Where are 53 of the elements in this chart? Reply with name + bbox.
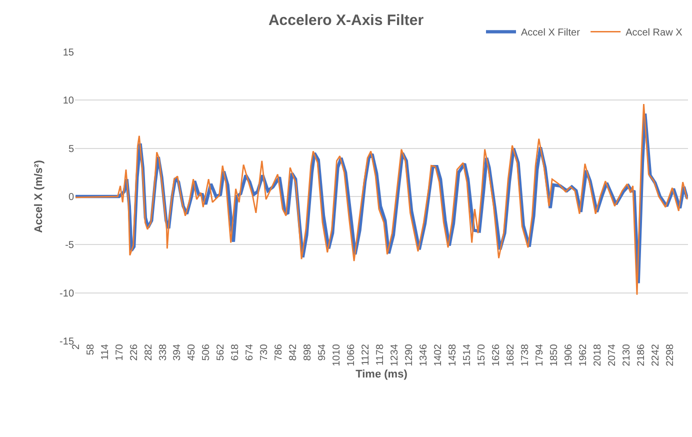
- x-tick-label: 1962: [578, 344, 590, 366]
- legend-label: Accel X Filter: [521, 28, 581, 39]
- x-tick-label: 1738: [520, 344, 532, 366]
- y-tick-label: 5: [68, 144, 74, 155]
- x-tick-label: 2242: [650, 344, 662, 366]
- x-tick-label: 1402: [433, 344, 444, 366]
- y-tick-label: 10: [62, 96, 74, 107]
- x-tick-label: 450: [186, 344, 198, 361]
- y-tick-label: -5: [65, 240, 74, 252]
- x-tick-label: 58: [85, 344, 96, 356]
- y-tick-label: -10: [60, 288, 74, 300]
- x-tick-label: 1066: [346, 344, 358, 366]
- x-tick-label: 1178: [375, 344, 386, 366]
- legend-label: Accel Raw X: [626, 28, 683, 39]
- x-tick-label: 1794: [534, 344, 546, 366]
- x-tick-label: 730: [259, 344, 270, 361]
- x-tick-label: 2130: [622, 344, 633, 366]
- x-tick-label: 2074: [607, 344, 618, 366]
- y-tick-label: 0: [68, 192, 74, 203]
- x-tick-label: 170: [114, 344, 126, 361]
- x-tick-label: 338: [158, 344, 169, 361]
- x-axis-title: Time (ms): [356, 368, 408, 380]
- x-tick-label: 2186: [636, 344, 648, 366]
- x-tick-label: 394: [172, 344, 184, 361]
- x-tick-label: 1010: [332, 344, 343, 366]
- x-tick-label: 786: [274, 344, 285, 361]
- x-tick-label: 1570: [476, 344, 488, 366]
- x-tick-label: 1850: [549, 344, 560, 366]
- x-tick-label: 618: [230, 344, 242, 361]
- x-tick-label: 898: [302, 344, 314, 361]
- x-tick-label: 1122: [360, 344, 372, 366]
- x-tick-label: 282: [143, 344, 154, 361]
- x-tick-label: 2018: [592, 344, 604, 366]
- x-tick-label: 114: [100, 344, 111, 360]
- x-tick-label: 506: [201, 344, 212, 361]
- y-tick-label: 15: [62, 48, 74, 58]
- x-tick-label: 2: [70, 344, 82, 350]
- x-tick-label: 1906: [564, 344, 575, 366]
- y-axis-title: Accel X (m/s²): [33, 160, 46, 233]
- x-tick-label: 1626: [491, 344, 502, 366]
- x-tick-label: 1290: [404, 344, 416, 366]
- x-tick-label: 226: [128, 344, 140, 361]
- x-tick-label: 562: [216, 344, 227, 361]
- x-tick-label: 954: [317, 344, 328, 361]
- x-tick-label: 1514: [462, 344, 474, 366]
- x-tick-label: 1346: [418, 344, 430, 366]
- x-tick-label: 1234: [390, 344, 401, 366]
- x-tick-label: 1682: [506, 344, 517, 366]
- x-tick-label: 1458: [448, 344, 459, 366]
- x-tick-label: 842: [288, 344, 300, 361]
- chart-title: Accelero X-Axis Filter: [268, 12, 424, 29]
- x-tick-label: 2298: [665, 344, 676, 366]
- x-tick-label: 674: [244, 344, 256, 361]
